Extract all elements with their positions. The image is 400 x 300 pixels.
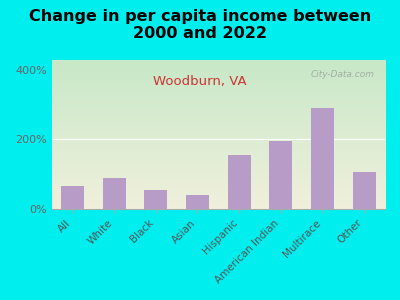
Bar [186,195,209,208]
Text: City-Data.com: City-Data.com [311,70,375,80]
Bar [144,190,167,208]
Bar [311,108,334,208]
Text: Change in per capita income between
2000 and 2022: Change in per capita income between 2000… [29,9,371,41]
Bar [269,141,292,208]
Bar [61,186,84,208]
Bar [228,155,251,208]
Text: Woodburn, VA: Woodburn, VA [153,75,247,88]
Bar [353,172,376,208]
Bar [103,178,126,208]
